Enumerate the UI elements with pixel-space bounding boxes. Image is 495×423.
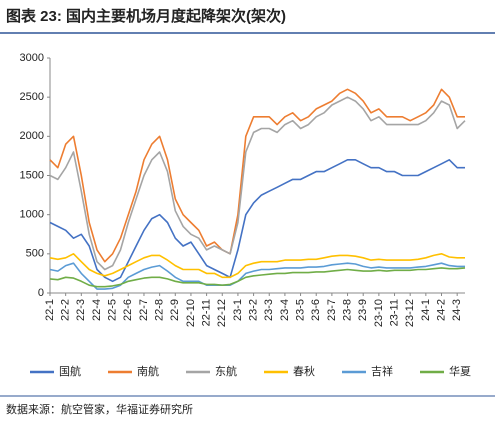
x-tick-label: 22-4 [91, 299, 103, 321]
y-tick-label: 0 [38, 287, 44, 299]
series-line [49, 267, 466, 288]
y-tick-label: 3000 [20, 52, 44, 64]
x-tick-label: 22-1 [44, 299, 56, 321]
legend-label: 南航 [137, 364, 159, 378]
y-tick-label: 1000 [20, 209, 44, 221]
x-tick-label: 24-2 [435, 299, 447, 321]
x-tick-label: 23-2 [247, 299, 259, 321]
legend-label: 东航 [215, 364, 237, 378]
source: 数据来源：航空管家，华福证券研究所 [6, 402, 193, 416]
x-tick-label: 23-6 [310, 299, 322, 321]
y-tick-label: 2500 [20, 91, 44, 103]
x-tick-label: 23-9 [357, 299, 369, 321]
legend-label: 春秋 [293, 364, 315, 378]
x-tick-label: 23-7 [326, 299, 338, 321]
x-tick-label: 23-4 [279, 299, 291, 321]
series-line [49, 262, 465, 290]
x-tick-label: 22-9 [169, 299, 181, 321]
x-tick-label: 22-12 [216, 299, 228, 327]
x-tick-label: 23-5 [294, 299, 306, 321]
x-tick-label: 23-11 [388, 299, 400, 326]
y-tick-label: 1500 [20, 169, 44, 181]
x-tick-label: 23-12 [404, 299, 416, 327]
legend-label: 国航 [59, 364, 81, 378]
series-line [49, 88, 465, 263]
x-tick-label: 23-1 [232, 299, 244, 321]
x-tick-label: 23-10 [373, 299, 385, 327]
x-tick-label: 22-5 [107, 299, 119, 321]
chart-title: 图表 23: 国内主要机场月度起降架次(架次) [6, 7, 286, 25]
x-tick-label: 23-8 [341, 299, 353, 321]
series-line [49, 159, 465, 283]
x-tick-label: 22-10 [185, 299, 197, 327]
x-tick-label: 22-6 [122, 299, 134, 321]
x-tick-label: 22-11 [201, 299, 213, 326]
x-tick-label: 22-3 [75, 299, 87, 321]
x-tick-label: 22-7 [138, 299, 150, 321]
x-tick-label: 22-8 [154, 299, 166, 321]
y-tick-label: 500 [26, 248, 44, 260]
x-tick-label: 23-3 [263, 299, 275, 321]
legend-label: 吉祥 [371, 364, 393, 378]
y-tick-label: 2000 [20, 130, 44, 142]
x-tick-label: 24-1 [420, 299, 432, 321]
x-tick-label: 24-3 [451, 299, 463, 321]
series-line [49, 96, 466, 271]
series-line [49, 253, 465, 279]
x-tick-label: 22-2 [60, 299, 72, 321]
legend-label: 华夏 [449, 364, 471, 378]
